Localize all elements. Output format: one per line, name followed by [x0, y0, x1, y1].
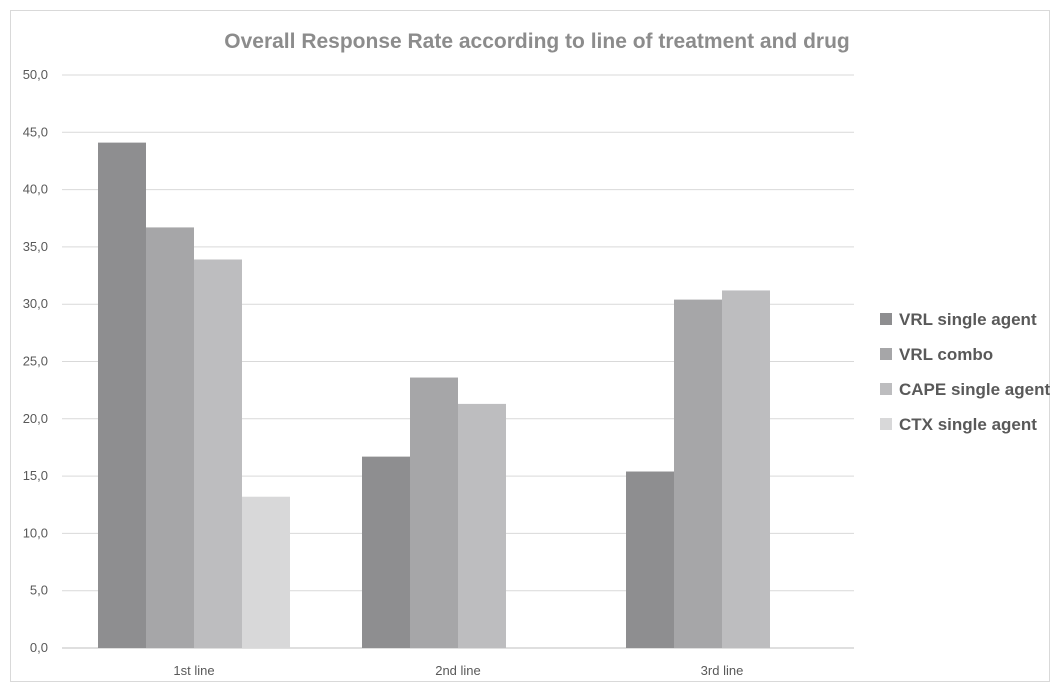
legend-swatch	[880, 348, 892, 360]
legend-label: VRL combo	[899, 345, 993, 364]
bar	[410, 377, 458, 648]
y-tick-label: 15,0	[23, 468, 48, 483]
legend-label: CAPE single agent	[899, 380, 1050, 399]
bar	[362, 456, 410, 648]
y-tick-label: 40,0	[23, 182, 48, 197]
y-tick-label: 35,0	[23, 239, 48, 254]
y-axis-tick-labels: 0,0 5,0 10,0 15,0 20,0 25,0 30,0 35,0 40,0 45,0 50…	[23, 67, 48, 655]
y-tick-label: 25,0	[23, 354, 48, 369]
y-tick-label: 45,0	[23, 124, 48, 139]
x-axis-tick-labels: 1st line 2nd line 3rd line	[173, 663, 743, 678]
legend-swatch	[880, 383, 892, 395]
bar	[146, 227, 194, 648]
bar	[722, 290, 770, 648]
bars	[98, 142, 770, 648]
y-tick-label: 0,0	[30, 640, 48, 655]
legend-label: CTX single agent	[899, 415, 1037, 434]
bar	[626, 471, 674, 648]
bar	[98, 142, 146, 648]
legend-swatch	[880, 418, 892, 430]
y-tick-label: 5,0	[30, 583, 48, 598]
bar	[194, 259, 242, 648]
y-tick-label: 20,0	[23, 411, 48, 426]
y-tick-label: 30,0	[23, 296, 48, 311]
legend-label: VRL single agent	[899, 310, 1037, 329]
bar	[458, 403, 506, 648]
chart-title: Overall Response Rate according to line …	[224, 30, 849, 53]
x-tick-label: 2nd line	[435, 663, 481, 678]
legend-swatch	[880, 313, 892, 325]
y-tick-label: 50,0	[23, 67, 48, 82]
y-tick-label: 10,0	[23, 525, 48, 540]
bar	[674, 299, 722, 648]
x-tick-label: 1st line	[173, 663, 214, 678]
bar	[242, 496, 290, 648]
x-tick-label: 3rd line	[701, 663, 744, 678]
legend: VRL single agent VRL combo CAPE single age…	[880, 310, 1050, 434]
